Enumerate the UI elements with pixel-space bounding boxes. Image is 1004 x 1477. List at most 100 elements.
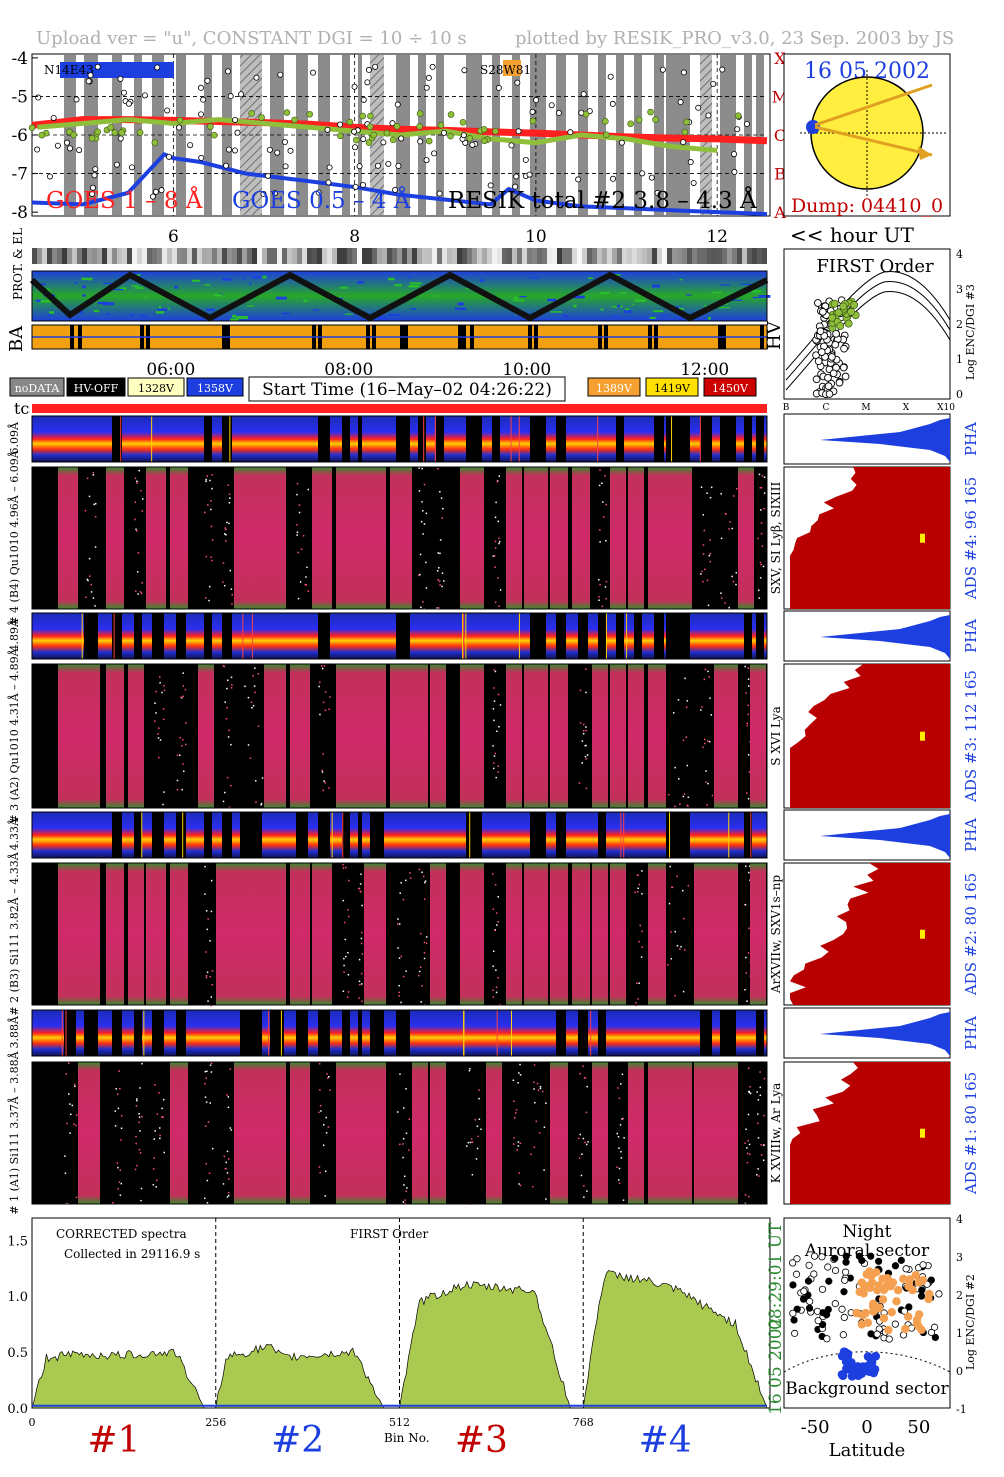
spectrum-speck: [297, 551, 299, 554]
pha-histogram: [820, 1012, 950, 1056]
spectrum-speck: [343, 971, 345, 973]
spectrum-speck: [517, 1141, 520, 1143]
legend-box-label: 1358V: [197, 382, 234, 395]
flare-class-label: X: [774, 49, 786, 68]
latitude-ytick: 4: [956, 1213, 963, 1226]
spectrum-column: [750, 863, 766, 1005]
spectrum-speck: [260, 804, 262, 806]
corrected-label: CORRECTED spectra: [56, 1227, 187, 1241]
first-order-point: [840, 344, 848, 353]
latitude-orange-point: [884, 1325, 893, 1335]
pha-gap: [358, 812, 362, 858]
resik-point: [197, 111, 204, 118]
big-channel-label: #3: [455, 1420, 508, 1461]
particle-noise: [106, 313, 111, 315]
spectrum-speck: [140, 489, 142, 492]
spectrum-speck: [617, 1179, 620, 1181]
spectrum-speck: [684, 677, 686, 680]
gray-strip-cell: [572, 248, 577, 264]
spectrum-speck: [423, 952, 426, 954]
resik-point: [351, 128, 358, 135]
pha-gap: [396, 416, 410, 462]
spectrum-speck: [495, 501, 497, 504]
particle-noise: [230, 318, 239, 321]
spectrum-speck: [321, 667, 324, 670]
particle-noise: [232, 314, 237, 318]
spectrum-speck: [492, 555, 495, 557]
spectrum-column: [714, 863, 738, 1005]
spectrum-speck: [700, 709, 702, 711]
spectrum-speck: [672, 712, 675, 714]
spectrum-speck: [155, 690, 157, 693]
spectrum-time-label: 08:29:01 UT: [766, 1222, 786, 1330]
gray-strip-cell: [337, 248, 342, 264]
spectrum-speck: [307, 488, 309, 491]
spectrum-speck: [404, 879, 407, 882]
spectrum-speck: [667, 793, 670, 796]
gray-strip-cell: [477, 248, 482, 264]
spectrum-speck: [744, 1142, 746, 1144]
spectrum-speck: [228, 1178, 230, 1180]
particle-noise: [204, 284, 211, 286]
pha-gap: [342, 812, 350, 858]
pha-gap: [418, 416, 426, 462]
spectrum-speck: [179, 754, 181, 756]
spectrum-speck: [135, 528, 137, 531]
spectrum-channel-label: # 4 (B4) Qu1010 4.96Å – 6.09Å: [7, 449, 21, 625]
spectrum-speck: [703, 738, 706, 741]
latitude-orange-point: [883, 1274, 892, 1283]
pha-channel-label: 4.89Å: [7, 618, 21, 651]
gray-strip-cell: [392, 248, 397, 264]
spectrum-column: [648, 863, 666, 1005]
ads-histogram: [790, 863, 950, 1005]
spectrum-column: [364, 467, 386, 609]
spectrum-speck: [480, 1128, 482, 1131]
spectrum-speck: [139, 591, 142, 593]
pha-side-label: PHA: [962, 619, 980, 653]
spectrum-speck: [348, 879, 350, 882]
spectrum-speck: [136, 480, 138, 483]
spectrum-speck: [707, 604, 710, 607]
particle-noise: [752, 296, 759, 299]
gray-strip-cell: [417, 248, 422, 264]
legend-box-label: 1419V: [654, 382, 691, 395]
spectrum-column: [128, 664, 144, 808]
resik-point: [548, 102, 555, 109]
spectrum-speck: [206, 971, 209, 973]
gray-strip-cell: [362, 248, 367, 264]
spectrum-speck: [745, 956, 747, 959]
spectrum-speck: [405, 1190, 407, 1193]
spectrum-speck: [70, 1113, 72, 1116]
goes-series-group: [28, 63, 768, 217]
spectrum-background: [32, 1062, 767, 1204]
legend-box-label: 1389V: [596, 382, 633, 395]
gray-strip-cell: [347, 248, 352, 264]
gray-strip-cell: [707, 248, 712, 264]
big-channel-label: #4: [639, 1420, 692, 1461]
spectrum-speck: [579, 1072, 581, 1075]
ba-label: BA: [6, 325, 27, 352]
particle-noise: [303, 299, 308, 302]
resik-point: [360, 96, 367, 103]
spectrum-speck: [406, 1187, 408, 1189]
spectrum-speck: [319, 1089, 321, 1091]
spectrum-speck: [152, 1184, 155, 1186]
gray-strip-cell: [632, 248, 637, 264]
spectrum-column: [290, 1062, 310, 1204]
spectrum-speck: [497, 771, 499, 773]
particle-noise: [388, 314, 401, 317]
first-order-green-point: [850, 301, 859, 309]
spectrum-speck: [73, 1083, 76, 1086]
particle-noise: [644, 317, 649, 320]
resik-green-point: [210, 131, 218, 139]
spectrum-speck: [519, 1142, 522, 1145]
spectrum-speck: [360, 983, 363, 985]
resik-point: [152, 188, 159, 195]
spectrum-speck: [210, 996, 213, 998]
resik-point: [710, 80, 717, 87]
resik-point: [719, 66, 726, 73]
spectrum-speck: [747, 1067, 750, 1070]
spectrum-speck: [599, 583, 601, 586]
start-time: Start Time (16–May–02 04:26:22): [262, 380, 552, 400]
